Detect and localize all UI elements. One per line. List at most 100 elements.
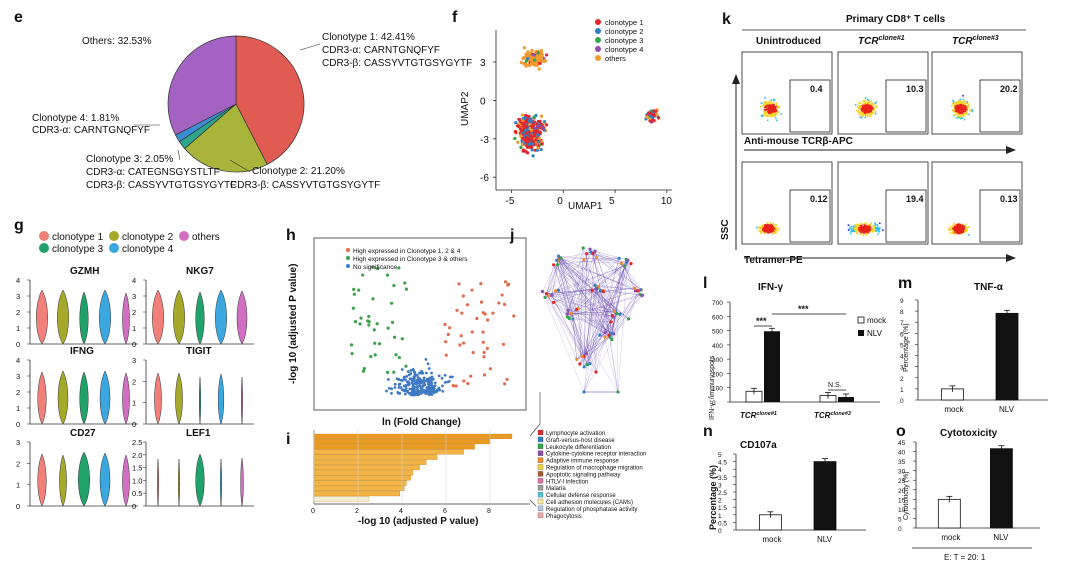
bar-ytick: 200 <box>712 371 723 378</box>
violin-shape <box>195 291 205 345</box>
network-node <box>633 286 637 290</box>
violin-ytick: 2 <box>16 459 20 468</box>
bar-ytick: 4.5 <box>718 460 727 467</box>
volcano-point <box>461 294 465 298</box>
tnfa-ylabel: Percentage (%) <box>903 323 910 372</box>
bar-ytick: 7 <box>900 320 904 327</box>
violin-legend-label: clonotype 2 <box>122 232 174 243</box>
volcano-point <box>392 370 396 374</box>
volcano-xlabel: ln (Fold Change) <box>382 417 461 428</box>
enrichment-bar <box>313 454 438 460</box>
flow-column-tcr-clone1: TCRclone#1 <box>858 35 905 47</box>
pie-label-clonotype-1: Clonotype 1: 42.41% <box>322 32 415 43</box>
volcano-point <box>459 334 463 338</box>
panel-letter-e: e <box>14 9 23 26</box>
enrichment-xlabel: -log 10 (adjusted P value) <box>358 516 478 527</box>
flow-gate-value: 0.4 <box>810 84 823 94</box>
tnfa-title: TNF-α <box>974 282 1004 293</box>
violin-shape <box>99 289 111 345</box>
volcano-point <box>352 292 356 296</box>
bar-ytick: 500 <box>712 329 723 336</box>
violin-legend-label: clonotype 1 <box>52 232 104 243</box>
flow-row1-xlabel: Anti-mouse TCRβ-APC <box>744 136 853 147</box>
network-node <box>594 370 598 374</box>
umap-point <box>514 131 518 135</box>
volcano-point <box>358 322 362 326</box>
volcano-ylabel: -log 10 (adjusted P value) <box>288 264 299 384</box>
network-node <box>593 249 597 253</box>
volcano-point <box>353 319 358 324</box>
pie-chart <box>167 35 305 173</box>
volcano-point <box>403 392 407 396</box>
network-node <box>622 264 627 268</box>
panel-j: j <box>509 227 645 394</box>
flow-gate <box>979 79 1021 133</box>
violin-legend: clonotype 1 clonotype 2 clonotype 3 clonoty… <box>39 231 220 255</box>
volcano-point <box>406 370 410 373</box>
volcano-point <box>402 376 406 380</box>
volcano-point <box>448 326 452 330</box>
volcano-point <box>430 383 433 387</box>
pie-label-clonotype-2: Clonotype 2: 21.20% <box>252 166 345 177</box>
umap-point <box>522 62 527 66</box>
umap-point <box>532 58 537 62</box>
volcano-point <box>400 368 404 371</box>
o-category-label: NLV <box>993 533 1009 542</box>
violin-ytick: 4 <box>16 276 20 285</box>
bar-ytick: 400 <box>712 343 723 350</box>
violin-ytick: 3 <box>16 292 20 301</box>
bar-ytick: 700 <box>712 300 723 307</box>
violin-ytick: 1.0 <box>132 476 142 485</box>
volcano-point <box>471 350 475 355</box>
umap-ticks: -5 0 5 10 3 0 -3 -6 <box>480 58 672 207</box>
volcano-point <box>390 387 394 391</box>
volcano-legend-label: No significance <box>353 264 397 271</box>
bar-ytick: 300 <box>712 357 723 364</box>
umap-point <box>516 140 520 144</box>
umap-point <box>539 148 543 152</box>
violin-shape <box>220 458 222 507</box>
volcano-point <box>416 385 420 388</box>
panel-h: h High expressed in Clonotype 1, 2 & 4Hi… <box>286 227 527 428</box>
panel-letter-h: h <box>286 227 296 244</box>
volcano-point <box>390 320 395 324</box>
m-category-label: NLV <box>999 405 1015 414</box>
network-node <box>578 362 582 366</box>
volcano-point <box>482 373 487 377</box>
pie-cdr3-clonotype-4-alpha: CDR3-α: CARNTGNQFYF <box>32 125 150 136</box>
violin-shape <box>36 289 48 345</box>
umap-point <box>652 109 656 113</box>
volcano-point <box>407 383 411 387</box>
enrichment-bar <box>313 465 420 471</box>
network-node <box>567 316 571 321</box>
enrichment-bar <box>313 491 400 497</box>
umap-point <box>524 136 529 140</box>
volcano-point <box>386 326 390 330</box>
pie-label-clonotype-3: Clonotype 3: 2.05% <box>86 154 173 165</box>
violin-shape <box>99 452 111 507</box>
flow-gate <box>789 79 831 133</box>
flow-gate-value: 0.12 <box>810 194 828 204</box>
violin-shape <box>57 370 69 425</box>
violin-ytick: 3 <box>132 292 136 301</box>
volcano-point <box>412 370 416 374</box>
enrichment-legend-label: Apoptotic signaling pathway <box>546 472 620 478</box>
network-node <box>609 332 614 336</box>
volcano-point <box>425 386 429 390</box>
panel-e: e Clonotype 1: 42.41% CDR3-α: CARNTGNQFY… <box>14 9 472 191</box>
panel-n: n CD107a 54.543.532.521.510.50 mock NLV Pe… <box>703 423 866 544</box>
violin-shape <box>195 453 205 507</box>
enrichment-bar <box>313 475 411 481</box>
umap-point <box>537 139 541 144</box>
violin-plot-nkg7: NKG7 4 3 2 1 0 <box>132 266 254 349</box>
flow-column-tcr-clone3: TCRclone#3 <box>952 35 999 47</box>
volcano-point <box>460 311 464 315</box>
volcano-point <box>465 303 470 307</box>
network-node <box>598 333 602 337</box>
violin-plot-lef1: LEF1 2.5 2.0 1.5 1.0 0.5 0 <box>132 428 254 511</box>
umap-point <box>515 124 520 128</box>
volcano-point <box>443 322 447 327</box>
volcano-point <box>418 389 422 393</box>
violin-shape <box>173 289 185 345</box>
